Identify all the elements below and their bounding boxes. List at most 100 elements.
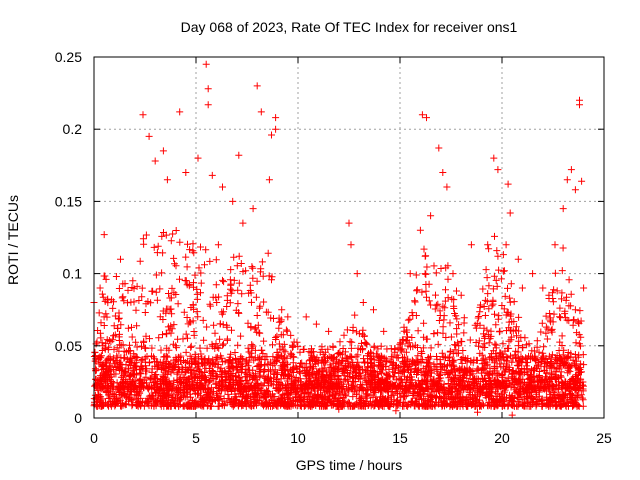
- data-point: [118, 402, 126, 410]
- data-point: [342, 375, 350, 383]
- data-point: [215, 402, 223, 410]
- data-point: [329, 401, 337, 409]
- data-point: [296, 394, 304, 401]
- y-tick-label: 0.15: [55, 193, 82, 209]
- x-tick-label: 5: [192, 430, 200, 446]
- y-tick-label: 0.05: [55, 338, 82, 354]
- data-point: [392, 365, 399, 373]
- data-point: [578, 394, 586, 402]
- data-point: [334, 398, 342, 406]
- data-point: [348, 354, 356, 362]
- data-point: [96, 372, 104, 380]
- data-point: [464, 393, 472, 401]
- data-point: [291, 401, 299, 409]
- data-point: [408, 399, 416, 406]
- data-point: [205, 355, 213, 363]
- data-point: [470, 397, 478, 405]
- data-point: [471, 392, 479, 400]
- data-point: [431, 402, 439, 410]
- data-point: [288, 400, 296, 408]
- data-point: [426, 401, 434, 409]
- data-point: [436, 394, 444, 402]
- data-point: [129, 396, 137, 404]
- data-point: [524, 395, 532, 402]
- data-point: [390, 391, 398, 399]
- data-point: [580, 361, 588, 369]
- data-point: [465, 377, 473, 385]
- data-point: [372, 397, 380, 405]
- data-point: [413, 394, 421, 402]
- data-point: [484, 402, 492, 410]
- data-point: [441, 354, 449, 361]
- data-point: [223, 399, 231, 407]
- data-point: [190, 356, 198, 364]
- data-point: [142, 362, 149, 370]
- data-point: [426, 392, 434, 400]
- x-axis-label: GPS time / hours: [296, 457, 403, 473]
- data-point: [441, 394, 449, 402]
- data-point: [397, 393, 405, 401]
- data-point: [444, 380, 452, 387]
- data-point: [535, 388, 543, 396]
- data-point: [146, 394, 154, 402]
- data-point: [423, 363, 431, 371]
- data-point: [423, 398, 431, 406]
- data-point: [179, 388, 187, 396]
- y-tick-label: 0: [74, 410, 82, 426]
- data-point: [510, 402, 518, 410]
- data-point: [252, 391, 260, 399]
- data-point: [538, 402, 546, 410]
- data-point: [318, 395, 326, 403]
- data-point: [231, 401, 239, 409]
- data-point: [559, 394, 567, 402]
- data-point: [266, 392, 274, 400]
- data-point: [110, 356, 118, 364]
- y-tick-label: 0.1: [63, 266, 83, 282]
- data-point: [555, 363, 563, 371]
- data-point: [349, 393, 357, 401]
- data-point: [520, 402, 528, 410]
- data-point: [564, 369, 572, 377]
- data-point: [302, 360, 310, 368]
- data-point: [486, 398, 494, 406]
- data-point: [173, 370, 181, 378]
- data-point: [112, 395, 120, 403]
- data-point: [163, 401, 171, 409]
- data-point: [347, 352, 355, 360]
- data-point: [136, 369, 144, 377]
- data-point: [339, 397, 346, 405]
- data-point: [487, 392, 495, 400]
- data-point: [304, 395, 312, 403]
- x-tick-label: 25: [596, 430, 612, 446]
- data-point: [271, 393, 279, 401]
- chart-title: Day 068 of 2023, Rate Of TEC Index for r…: [181, 19, 518, 35]
- data-point: [159, 398, 166, 406]
- data-point: [547, 390, 555, 398]
- data-point: [324, 396, 332, 404]
- data-point: [145, 402, 153, 410]
- data-point: [579, 396, 587, 404]
- data-point: [439, 401, 447, 409]
- data-point: [577, 360, 585, 368]
- data-point: [125, 397, 133, 405]
- data-point: [298, 359, 306, 367]
- data-point: [149, 396, 157, 404]
- data-point: [457, 396, 465, 404]
- data-point: [462, 369, 470, 377]
- data-point: [386, 402, 394, 410]
- x-tick-label: 10: [290, 430, 306, 446]
- data-point: [414, 402, 422, 410]
- data-point: [477, 401, 485, 409]
- data-point: [111, 402, 119, 410]
- data-point: [363, 390, 371, 398]
- data-point: [246, 392, 254, 400]
- data-point: [569, 391, 577, 399]
- data-point: [377, 369, 385, 377]
- data-point: [342, 392, 350, 400]
- x-tick-label: 0: [90, 430, 98, 446]
- data-point: [98, 363, 106, 371]
- data-point: [217, 364, 225, 372]
- data-point: [519, 401, 527, 409]
- data-point: [315, 401, 323, 409]
